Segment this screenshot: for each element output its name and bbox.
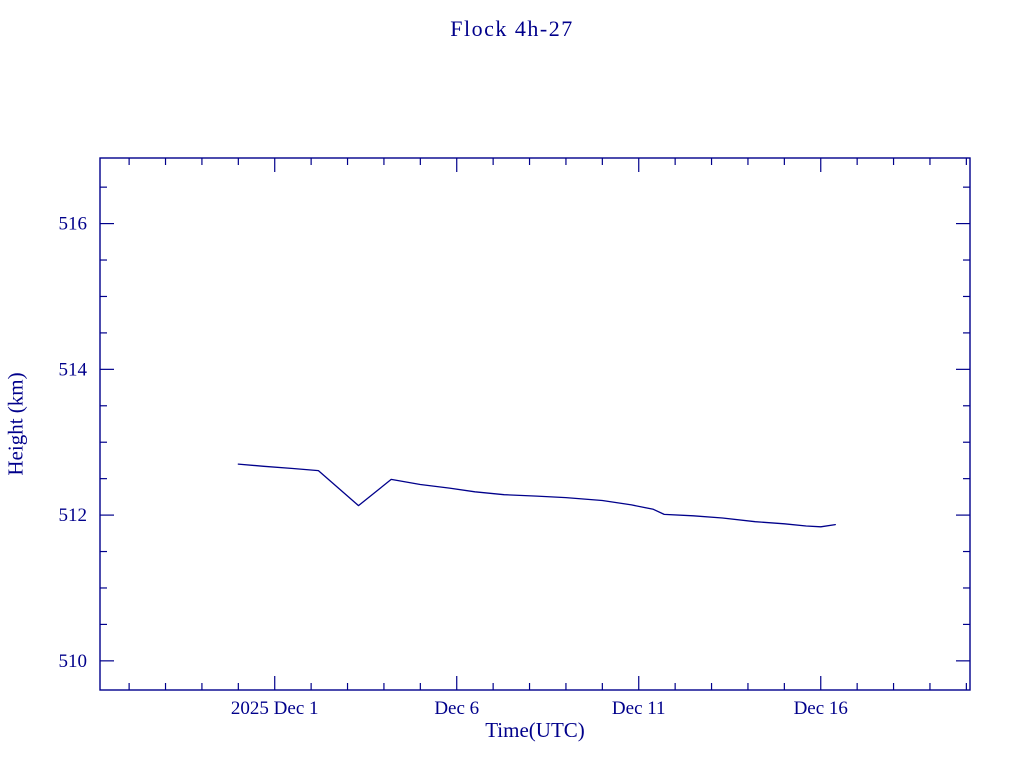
y-tick-label: 514 <box>59 359 88 380</box>
x-tick-label: 2025 Dec 1 <box>231 698 319 719</box>
plot-frame <box>99 157 971 691</box>
y-tick-label: 510 <box>59 651 88 672</box>
series-line-height <box>237 463 836 528</box>
x-tick-label: Dec 16 <box>794 698 848 719</box>
x-tick-label: Dec 6 <box>434 698 479 719</box>
x-tick-label: Dec 11 <box>612 698 666 719</box>
y-tick-label: 512 <box>59 505 88 526</box>
x-axis-label: Time(UTC) <box>485 718 585 742</box>
chart-title: Flock 4h-27 <box>450 16 574 41</box>
y-axis-label: Height (km) <box>3 372 28 476</box>
y-tick-label: 516 <box>59 214 88 235</box>
